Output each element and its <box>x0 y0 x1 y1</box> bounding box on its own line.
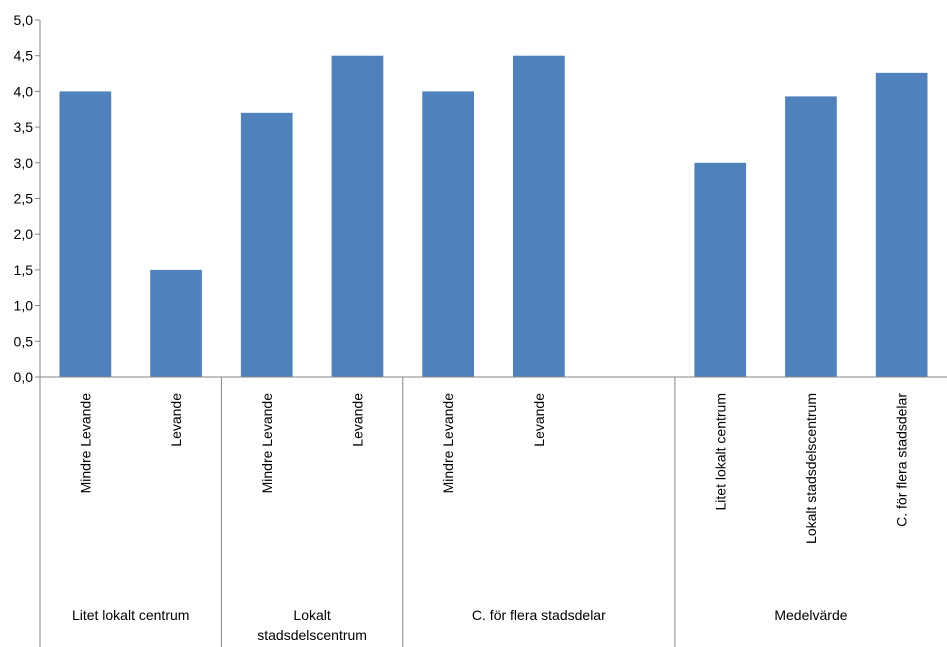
y-tick-label: 4,5 <box>14 48 34 64</box>
bar <box>785 96 837 377</box>
y-tick-label: 3,0 <box>14 155 34 171</box>
bar <box>331 55 384 377</box>
y-tick-label: 4,0 <box>14 83 34 99</box>
y-tick-label: 5,0 <box>14 12 34 28</box>
y-tick-label: 3,5 <box>14 119 34 135</box>
bar <box>694 162 747 377</box>
y-tick-label: 2,0 <box>14 226 34 242</box>
category-label: Levande <box>349 393 365 447</box>
category-label: Mindre Levande <box>77 393 93 494</box>
category-label: Levande <box>168 393 184 447</box>
bar <box>875 72 928 377</box>
group-label: C. för flera stadsdelar <box>472 607 606 623</box>
category-labels: Mindre Levande Levande Mindre Levande Levan… <box>77 393 909 544</box>
group-label: Lokalt stadsdelscentrum <box>257 607 367 643</box>
group-labels: Litet lokalt centrum Lokalt stadsdelscentr… <box>72 607 848 643</box>
bars <box>59 55 928 378</box>
y-tick-label: 2,5 <box>14 191 34 207</box>
y-tick-label: 1,0 <box>14 298 34 314</box>
category-label: Mindre Levande <box>259 393 275 494</box>
bar <box>150 269 202 377</box>
group-label: Litet lokalt centrum <box>72 607 190 623</box>
category-label: Litet lokalt centrum <box>712 393 728 511</box>
group-label: Medelvärde <box>774 607 847 623</box>
category-label: Mindre Levande <box>440 393 456 494</box>
category-label: C. för flera stadsdelar <box>894 393 910 527</box>
axes <box>39 20 947 647</box>
category-label: Lokalt stadsdelscentrum <box>803 393 819 544</box>
y-axis-ticks: 0,0 0,5 1,0 1,5 2,0 2,5 3,0 3,5 4,0 4,5 5,0 <box>14 12 40 385</box>
category-label: Levande <box>531 393 547 447</box>
bar <box>422 91 474 378</box>
bar <box>59 91 112 378</box>
y-tick-label: 1,5 <box>14 262 34 278</box>
y-tick-label: 0,5 <box>14 333 34 349</box>
y-tick-label: 0,0 <box>14 369 34 385</box>
bar <box>240 112 293 377</box>
bar <box>513 55 565 377</box>
